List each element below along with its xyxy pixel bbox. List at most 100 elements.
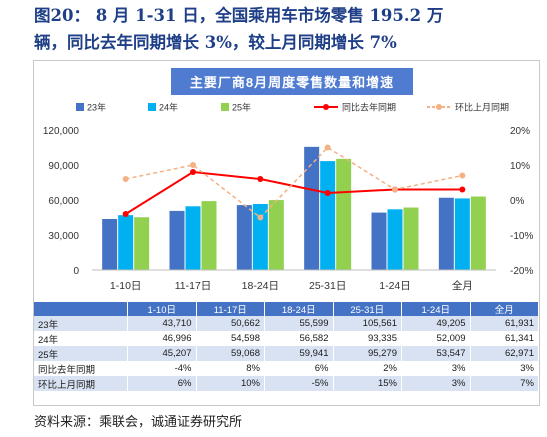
bar-24年	[118, 215, 134, 270]
bar-23年	[102, 219, 118, 270]
bar-layer	[102, 146, 486, 270]
bar-25年	[336, 158, 352, 270]
bar-23年	[438, 197, 454, 270]
chart-legend: 23年 24年 25年 同比去年同期 环比上月同期	[76, 102, 509, 113]
line-环比上月同期	[125, 146, 463, 219]
table-header-cell: 1-24日	[401, 302, 471, 316]
legend-label: 环比上月同期	[455, 102, 509, 113]
table-header-cell: 全月	[470, 302, 539, 316]
data-table: 1-10日 11-17日 18-24日 25-31日 1-24日 全月 23年 43,710…	[34, 302, 539, 391]
y-right-tick-label: 10%	[510, 161, 530, 172]
table-cell: 6%	[264, 361, 334, 376]
point-环比上月同期	[257, 214, 264, 221]
legend-marker	[436, 104, 442, 110]
bar-24年	[454, 198, 470, 270]
x-tick-label: 11-17日	[175, 280, 212, 292]
figure-frame	[33, 60, 540, 406]
table-body: 23年 43,710 50,662 55,599 105,561 49,205 61,931…	[34, 316, 539, 391]
legend-swatch	[221, 103, 229, 111]
table-row-label: 23年	[34, 316, 128, 331]
source-note: 资料来源：乘联会，诚通证券研究所	[34, 415, 243, 430]
table-cell: 3%	[401, 376, 471, 391]
legend-swatch	[148, 103, 156, 111]
table-cell: -5%	[264, 376, 334, 391]
table-cell: -4%	[127, 361, 197, 376]
y-left-tick-label: 120,000	[43, 126, 80, 137]
bar-23年	[169, 210, 185, 270]
y-right-tick-label: -10%	[510, 231, 533, 242]
legend-swatch	[76, 103, 84, 111]
point-同比去年同期	[190, 169, 196, 175]
table-header-row: 1-10日 11-17日 18-24日 25-31日 1-24日 全月	[34, 302, 539, 316]
y-axis-right: -20% -10% 0% 10% 20%	[510, 126, 533, 277]
bar-25年	[201, 201, 217, 270]
table-cell: 46,996	[127, 331, 197, 346]
bar-23年	[371, 212, 387, 270]
y-left-tick-label: 30,000	[48, 231, 79, 242]
point-环比上月同期	[392, 186, 398, 193]
x-tick-label: 18-24日	[242, 280, 279, 292]
legend-label: 24年	[159, 102, 178, 113]
table-row-label: 24年	[34, 331, 128, 346]
table-row-label: 同比去年同期	[34, 361, 128, 376]
x-tick-label: 全月	[452, 279, 473, 292]
bar-25年	[403, 207, 419, 270]
y-left-tick-label: 90,000	[48, 161, 79, 172]
table-row: 同比去年同期 -4% 8% 6% 2% 3% 3%	[34, 361, 539, 376]
report-title-line-1: 图20： 8 月 1-31 日，全国乘用车市场零售 195.2 万	[34, 6, 444, 25]
point-同比去年同期	[459, 186, 466, 193]
legend-label: 25年	[232, 102, 251, 113]
table-cell: 59,941	[264, 346, 334, 361]
table-cell: 50,662	[196, 316, 265, 331]
table-row: 25年 45,207 59,068 59,941 95,279 53,547 62,971	[34, 346, 539, 361]
table-cell: 53,547	[401, 346, 471, 361]
table-cell: 93,335	[333, 331, 402, 346]
table-cell: 43,710	[127, 316, 197, 331]
table-header-cell: 25-31日	[333, 302, 402, 316]
table-header-cell: 18-24日	[264, 302, 334, 316]
point-环比上月同期	[190, 162, 196, 168]
table-cell: 6%	[127, 376, 197, 391]
bar-23年	[304, 146, 320, 270]
point-同比去年同期	[324, 190, 331, 196]
bar-24年	[252, 203, 268, 270]
table-cell: 10%	[196, 376, 265, 391]
table-row-label: 环比上月同期	[34, 376, 128, 391]
x-axis: 1-10日 11-17日 18-24日 25-31日 1-24日 全月	[92, 269, 496, 292]
point-环比上月同期	[459, 172, 466, 179]
line-同比去年同期	[125, 170, 463, 215]
table-cell: 62,971	[470, 346, 539, 361]
point-同比去年同期	[257, 176, 264, 182]
table-cell: 49,205	[401, 316, 471, 331]
table-cell: 7%	[470, 376, 539, 391]
y-right-tick-label: -20%	[510, 266, 533, 277]
bar-25年	[470, 196, 486, 270]
line-layer	[122, 144, 466, 221]
bar-25年	[268, 200, 284, 270]
table-cell: 2%	[333, 361, 402, 376]
table-cell: 3%	[470, 361, 539, 376]
bar-23年	[236, 205, 252, 270]
y-right-tick-label: 20%	[510, 126, 530, 137]
table-cell: 105,561	[333, 316, 402, 331]
point-环比上月同期	[122, 176, 129, 182]
table-cell: 55,599	[264, 316, 334, 331]
table-cell: 8%	[196, 361, 265, 376]
table-cell: 3%	[401, 361, 471, 376]
table-row-label: 25年	[34, 346, 128, 361]
bar-24年	[387, 209, 403, 270]
bar-24年	[320, 161, 336, 270]
table-row: 24年 46,996 54,598 56,582 93,335 52,009 61,341	[34, 331, 539, 346]
table-cell: 61,931	[470, 316, 539, 331]
table-cell: 95,279	[333, 346, 402, 361]
table-cell: 56,582	[264, 331, 334, 346]
bar-25年	[134, 217, 150, 270]
legend-marker	[323, 104, 329, 110]
table-row: 23年 43,710 50,662 55,599 105,561 49,205 61,931	[34, 316, 539, 331]
y-right-tick-label: 0%	[510, 196, 525, 207]
legend-label: 同比去年同期	[342, 102, 396, 113]
x-tick-label: 1-24日	[379, 280, 411, 292]
y-left-tick-label: 0	[73, 266, 79, 277]
table-cell: 45,207	[127, 346, 197, 361]
